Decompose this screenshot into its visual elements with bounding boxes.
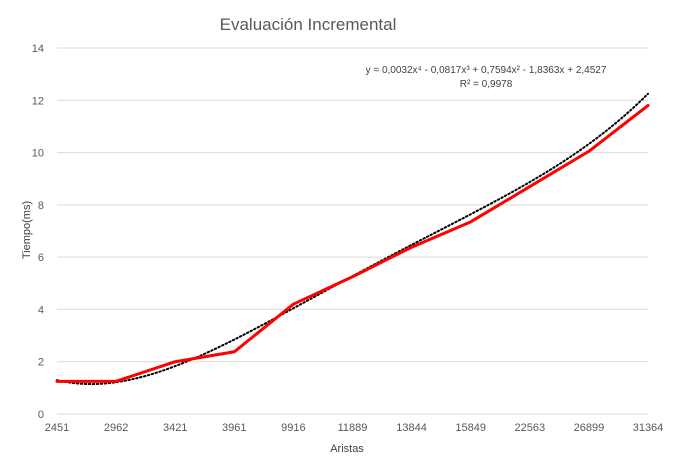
x-tick-label: 26899 [574, 422, 605, 434]
data-point [528, 185, 532, 188]
trendline-equation: y = 0,0032x⁴ - 0,0817x³ + 0,7594x² - 1,8… [366, 65, 607, 76]
y-tick-label: 4 [38, 304, 44, 316]
data-point [55, 379, 59, 383]
y-tick-label: 12 [32, 95, 44, 107]
y-axis-title: Tiempo(ms) [21, 201, 33, 259]
series-layer [55, 104, 650, 383]
y-tick-label: 0 [38, 409, 44, 421]
data-point [114, 379, 118, 383]
y-tick-label: 6 [38, 252, 44, 264]
x-tick-label: 9916 [281, 422, 305, 434]
y-tick-label: 2 [38, 357, 44, 369]
data-point [587, 149, 591, 153]
chart-title: Evaluación Incremental [220, 15, 397, 34]
y-axis-tick-labels: 0 2 4 6 8 10 12 14 [32, 43, 44, 421]
x-tick-label: 22563 [515, 422, 546, 434]
data-point [351, 275, 354, 279]
x-tick-label: 2962 [104, 422, 128, 434]
x-tick-label: 13844 [396, 422, 427, 434]
trendline-layer [56, 92, 649, 386]
data-point [646, 104, 650, 107]
data-point [410, 245, 413, 249]
x-tick-label: 2451 [45, 422, 69, 434]
x-tick-label: 3421 [163, 422, 187, 434]
x-axis-title: Aristas [330, 443, 364, 455]
y-tick-label: 10 [32, 148, 44, 160]
trendline [56, 92, 649, 386]
x-tick-label: 15849 [455, 422, 486, 434]
data-point [173, 360, 177, 364]
data-point [232, 350, 236, 354]
x-tick-label: 31364 [633, 422, 664, 434]
data-point [469, 220, 473, 224]
y-tick-label: 8 [38, 200, 44, 212]
x-tick-label: 11889 [338, 422, 368, 434]
trendline-r-squared: R² = 0,9978 [460, 79, 513, 90]
x-axis-tick-labels: 2451 2962 3421 3961 9916 11889 13844 15849 22563… [45, 422, 664, 434]
series-line-0 [55, 104, 650, 383]
x-tick-label: 3961 [222, 422, 246, 434]
data-point [292, 302, 295, 306]
y-tick-label: 14 [32, 43, 44, 55]
gridlines [57, 47, 648, 415]
